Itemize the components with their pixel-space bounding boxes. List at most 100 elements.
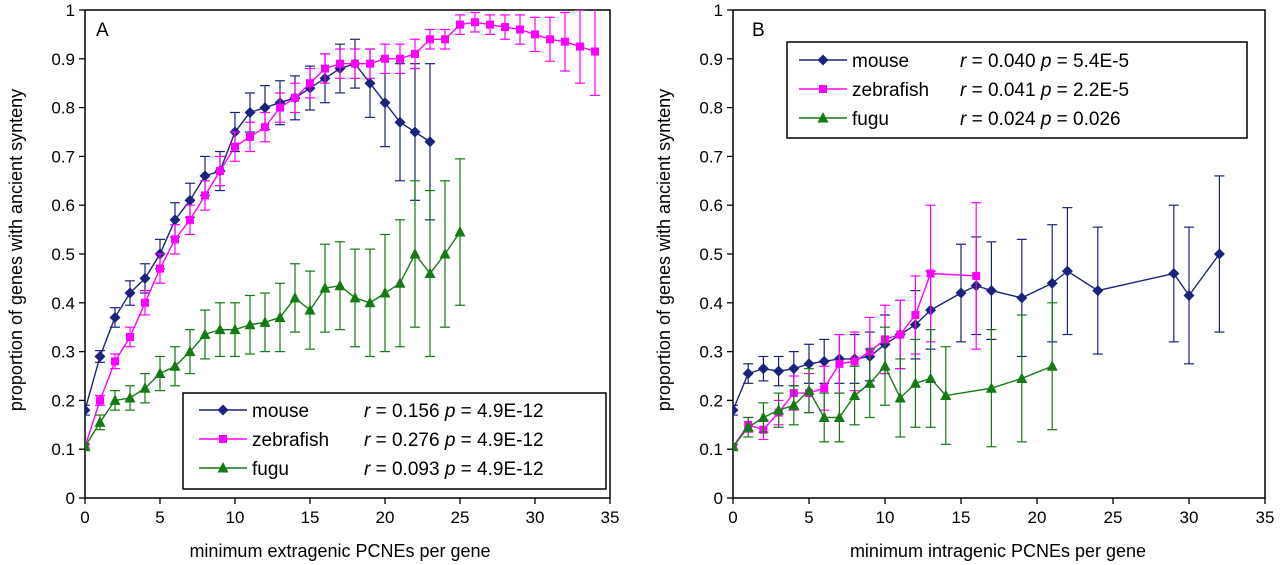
data-point: [319, 282, 331, 293]
p-value: = 4.9E-12: [455, 459, 543, 480]
data-point: [788, 399, 800, 410]
data-point: [169, 360, 181, 371]
data-point: [124, 391, 136, 403]
data-point: [1016, 292, 1028, 304]
legend: mouse r = 0.156 p = 4.9E-12 zebrafish r …: [182, 392, 607, 490]
data-point: [409, 126, 421, 138]
legend-stats: r = 0.041 p = 2.2E-5: [960, 80, 1129, 101]
panel-label: B: [752, 20, 765, 41]
r-value: = 0.156: [370, 401, 444, 422]
data-point: [351, 59, 359, 68]
data-point: [364, 296, 376, 308]
series-fugu: [85, 158, 466, 452]
x-tick-label: 35: [601, 508, 620, 527]
data-point: [1213, 248, 1225, 260]
legend-entry-fugu: fugu r = 0.093 p = 4.9E-12: [199, 459, 544, 480]
r-value: = 0.041: [966, 80, 1040, 101]
p-symbol: p: [1040, 80, 1052, 101]
legend: mouse r = 0.040 p = 5.4E-5 zebrafish r =…: [786, 41, 1248, 139]
p-symbol: p: [1040, 109, 1052, 130]
y-tick-label: 0.5: [699, 245, 723, 264]
data-point: [349, 291, 361, 303]
x-tick-label: 20: [376, 508, 395, 527]
y-tick-label: 0.1: [51, 440, 75, 459]
data-point: [850, 357, 859, 366]
triangle-icon: [817, 112, 829, 123]
r-symbol: r: [364, 430, 371, 451]
legend-frame: [786, 41, 1248, 139]
x-tick-label: 0: [80, 508, 89, 527]
y-axis-title: proportion of genes with ancient synteny: [6, 89, 26, 411]
data-point: [820, 384, 829, 393]
legend-marker-icon: [217, 462, 229, 473]
data-point: [757, 363, 769, 375]
data-point: [409, 248, 421, 259]
y-axis-ticks: 0 0.1 0.2 0.3 0.4 0.5 0.6 0.7 0.8 0.9 1: [51, 1, 85, 508]
data-point: [909, 377, 921, 388]
p-value: = 4.9E-12: [455, 401, 543, 422]
data-point: [456, 20, 464, 29]
y-tick-label: 0.5: [51, 245, 75, 264]
r-value: = 0.040: [966, 51, 1040, 72]
panel-label: A: [96, 20, 109, 41]
y-tick-label: 0.2: [699, 391, 723, 410]
data-point: [261, 123, 269, 132]
data-point: [818, 355, 830, 367]
data-point: [94, 416, 106, 427]
y-tick-label: 0.2: [51, 391, 75, 410]
y-tick-label: 0.3: [699, 343, 723, 362]
data-point: [516, 25, 524, 34]
data-point: [364, 77, 376, 89]
data-point: [214, 323, 226, 335]
legend-stats: r = 0.156 p = 4.9E-12: [364, 401, 544, 422]
y-tick-label: 0.4: [51, 294, 75, 313]
legend-marker-icon: [817, 112, 829, 123]
data-point: [439, 248, 451, 259]
data-point: [426, 35, 434, 44]
data-point: [733, 404, 739, 416]
legend-stats: r = 0.276 p = 4.9E-12: [364, 430, 544, 451]
data-point: [276, 103, 284, 112]
data-point: [835, 359, 844, 368]
data-point: [304, 304, 316, 315]
x-tick-label: 25: [1104, 508, 1123, 527]
panel-a: 0 0.1 0.2 0.3 0.4 0.5 0.6 0.7 0.8 0.9 1 0 5 10 15 20 25…: [6, 1, 619, 561]
panel-b: 0 0.1 0.2 0.3 0.4 0.5 0.6 0.7 0.8 0.9 1 0 5 10 15 20 25…: [654, 1, 1274, 561]
data-point: [244, 318, 256, 330]
data-point: [336, 59, 344, 68]
legend-series-name: fugu: [852, 109, 889, 130]
data-point: [546, 35, 554, 44]
data-point: [1016, 372, 1028, 383]
legend-entry-mouse: mouse r = 0.040 p = 5.4E-5: [799, 51, 1129, 72]
data-point: [246, 132, 254, 141]
y-tick-label: 0: [66, 489, 75, 508]
data-point: [199, 170, 211, 182]
x-tick-label: 5: [155, 508, 164, 527]
p-symbol: p: [444, 459, 456, 480]
y-tick-label: 0.9: [51, 50, 75, 69]
data-point: [184, 194, 196, 206]
series-layer: [733, 175, 1225, 452]
data-point: [274, 311, 286, 322]
data-point: [733, 440, 739, 452]
data-point: [424, 267, 436, 279]
legend-stats: r = 0.093 p = 4.9E-12: [364, 459, 544, 480]
data-point: [379, 287, 391, 298]
square-icon: [219, 435, 227, 443]
series-fugu: [733, 302, 1058, 452]
data-point: [1183, 289, 1195, 301]
data-point: [1046, 360, 1058, 371]
r-symbol: r: [364, 459, 371, 480]
data-point: [955, 287, 967, 299]
y-tick-label: 1: [714, 1, 723, 20]
data-point: [201, 191, 209, 200]
series-layer: [85, 10, 600, 452]
data-point: [321, 64, 329, 73]
diamond-icon: [217, 404, 229, 416]
x-axis-ticks: 0 5 10 15 20 25 30 35: [728, 498, 1274, 527]
y-axis-ticks: 0 0.1 0.2 0.3 0.4 0.5 0.6 0.7 0.8 0.9 1: [699, 1, 733, 508]
data-point: [139, 382, 151, 393]
data-point: [742, 421, 754, 432]
data-point: [757, 411, 769, 422]
legend-series-name: mouse: [852, 51, 909, 72]
